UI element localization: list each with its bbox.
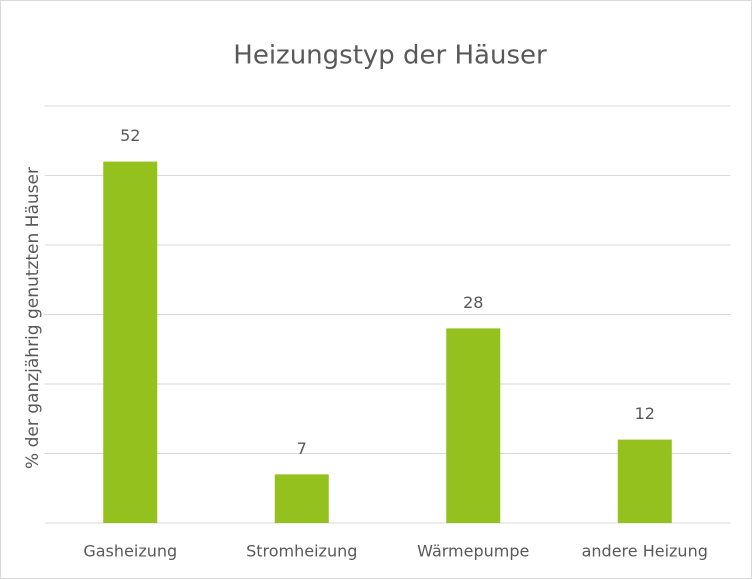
data-label: 52	[120, 126, 140, 145]
data-label: 7	[297, 439, 307, 458]
bar	[617, 439, 672, 523]
x-tick-label: Gasheizung	[83, 542, 177, 561]
bar	[103, 161, 158, 523]
y-axis-label: % der ganzjährig genutzten Häuser	[23, 167, 43, 469]
bar	[274, 474, 329, 523]
x-tick-label: Stromheizung	[246, 542, 357, 561]
x-tick-label: Wärmepumpe	[417, 542, 529, 561]
data-label: 12	[635, 404, 655, 423]
x-tick-label: andere Heizung	[582, 542, 708, 561]
chart-title: Heizungstyp der Häuser	[233, 41, 547, 71]
data-label: 28	[463, 293, 483, 312]
bar	[446, 328, 501, 523]
